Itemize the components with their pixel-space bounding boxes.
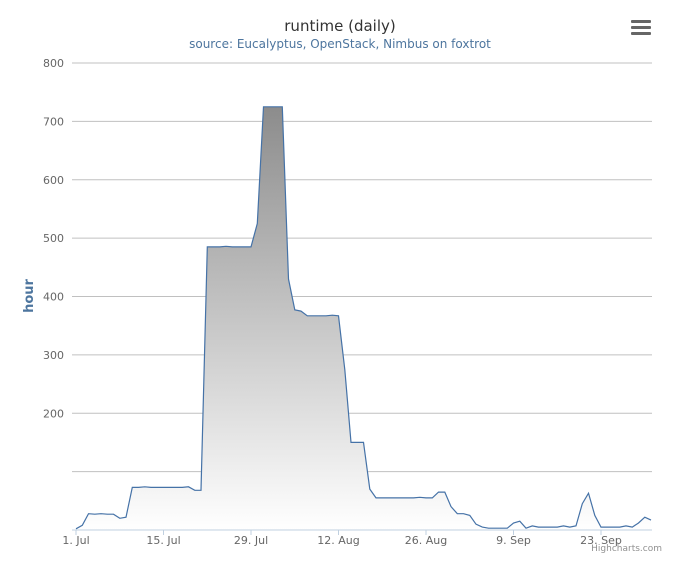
x-tick-label: 26. Aug: [405, 534, 447, 547]
x-tick-label: 23. Sep: [580, 534, 622, 547]
menu-bar: [631, 32, 651, 35]
credits-link[interactable]: Highcharts.com: [591, 544, 662, 554]
y-axis-label: hour: [22, 278, 37, 312]
x-tick-label: 29. Jul: [234, 534, 268, 547]
y-tick-label: 600: [43, 174, 64, 187]
menu-bar: [631, 26, 651, 29]
x-tick-label: 1. Jul: [62, 534, 89, 547]
chart-subtitle: source: Eucalyptus, OpenStack, Nimbus on…: [189, 37, 491, 51]
x-tick-label: 12. Aug: [317, 534, 359, 547]
y-tick-label: 500: [43, 232, 64, 245]
series-area: [76, 106, 651, 531]
y-tick-label: 200: [43, 407, 64, 420]
y-tick-label: 300: [43, 349, 64, 362]
menu-bar: [631, 20, 651, 23]
y-tick-label: 700: [43, 115, 64, 128]
chart-menu-icon[interactable]: [628, 18, 654, 40]
x-tick-label: 9. Sep: [496, 534, 531, 547]
y-tick-label: 400: [43, 291, 64, 304]
y-tick-label: 800: [43, 57, 64, 70]
x-tick-label: 15. Jul: [146, 534, 180, 547]
chart-title: runtime (daily): [284, 17, 396, 35]
series-line: [75, 106, 652, 530]
